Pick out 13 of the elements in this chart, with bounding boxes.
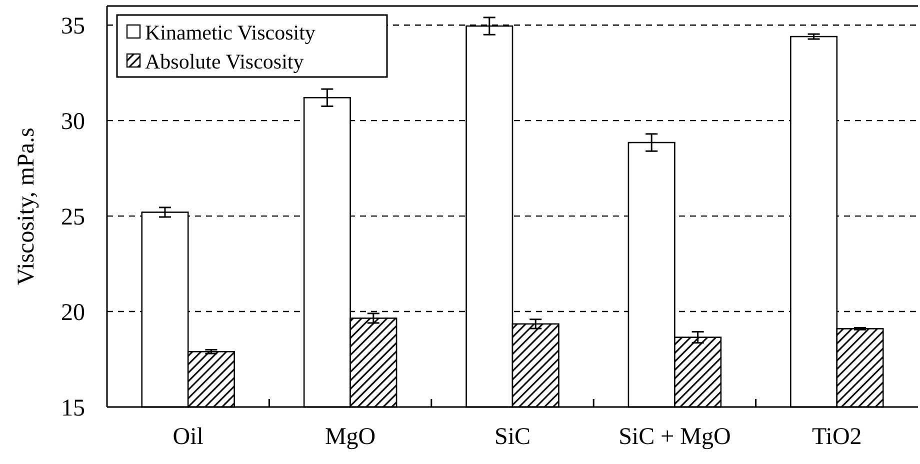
legend-label: Absolute Viscosity (145, 49, 304, 74)
x-tick-label: SiC (494, 424, 531, 450)
y-tick-label: 35 (61, 13, 85, 40)
y-tick-label: 15 (61, 395, 85, 422)
x-tick-label: TiO2 (812, 424, 862, 450)
x-tick-label: SiC + MgO (618, 424, 731, 450)
y-axis-title: Viscosity, mPa.s (13, 128, 40, 286)
x-tick-label: Oil (172, 424, 204, 450)
legend-label: Kinametic Viscosity (145, 20, 316, 44)
y-tick-label: 30 (61, 108, 85, 135)
x-tick-label: MgO (324, 424, 376, 450)
y-tick-label: 25 (61, 204, 85, 230)
y-tick-label: 20 (61, 300, 85, 326)
